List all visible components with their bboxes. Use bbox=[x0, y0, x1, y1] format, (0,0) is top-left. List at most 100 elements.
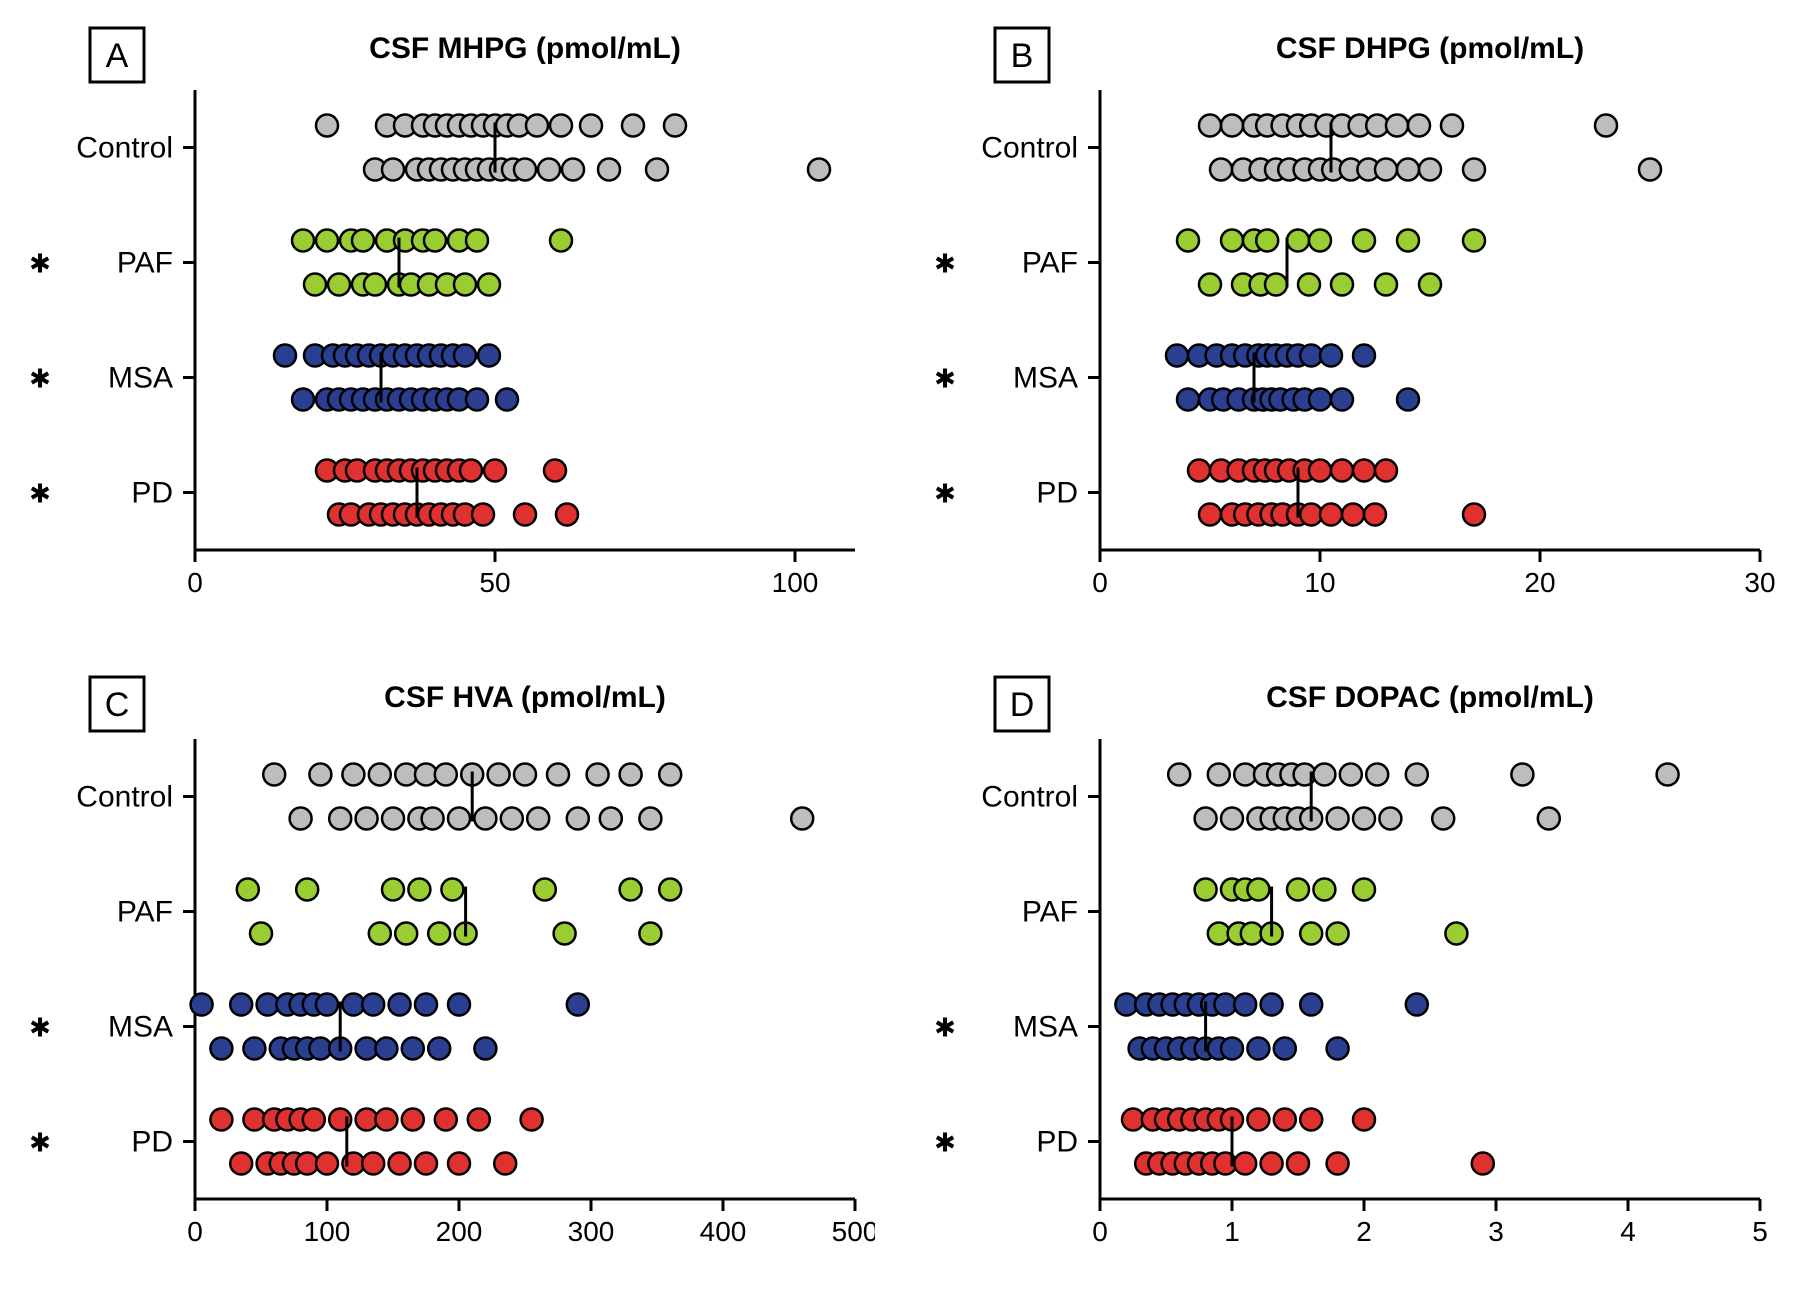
data-point bbox=[316, 994, 338, 1016]
data-point bbox=[567, 994, 589, 1016]
data-point bbox=[474, 808, 496, 830]
significance-marker: ✱ bbox=[934, 249, 956, 279]
data-point bbox=[454, 274, 476, 296]
x-tick-label: 400 bbox=[700, 1216, 747, 1247]
chart-svg: CSF DOPAC (pmol/mL)D012345ControlPAFMSA✱… bbox=[925, 669, 1780, 1278]
data-point bbox=[329, 808, 351, 830]
data-point bbox=[1366, 764, 1388, 786]
data-point bbox=[1166, 345, 1188, 367]
data-point bbox=[466, 230, 488, 252]
data-point bbox=[274, 345, 296, 367]
data-point bbox=[472, 504, 494, 526]
data-point bbox=[1331, 389, 1353, 411]
x-tick-label: 500 bbox=[832, 1216, 875, 1247]
data-point bbox=[1472, 1153, 1494, 1175]
significance-marker: ✱ bbox=[934, 364, 956, 394]
x-tick-label: 0 bbox=[1092, 567, 1108, 598]
data-point bbox=[1441, 115, 1463, 137]
data-point bbox=[1234, 994, 1256, 1016]
data-point bbox=[527, 808, 549, 830]
data-point bbox=[1313, 879, 1335, 901]
data-point bbox=[1406, 764, 1428, 786]
x-tick-label: 50 bbox=[479, 567, 510, 598]
data-point bbox=[1353, 460, 1375, 482]
data-point bbox=[1657, 764, 1679, 786]
group-label: PD bbox=[1036, 477, 1078, 510]
group-label: MSA bbox=[1013, 362, 1078, 395]
data-point bbox=[550, 115, 572, 137]
data-point bbox=[210, 1109, 232, 1131]
data-point bbox=[639, 923, 661, 945]
data-point bbox=[1300, 994, 1322, 1016]
data-point bbox=[1300, 923, 1322, 945]
data-point bbox=[1327, 1038, 1349, 1060]
data-point bbox=[1386, 115, 1408, 137]
data-point bbox=[1247, 1038, 1269, 1060]
data-point bbox=[1309, 460, 1331, 482]
data-point bbox=[1300, 1109, 1322, 1131]
chart-svg: CSF MHPG (pmol/mL)A050100ControlPAF✱MSA✱… bbox=[20, 20, 875, 629]
data-point bbox=[422, 808, 444, 830]
data-point bbox=[808, 159, 830, 181]
data-point bbox=[514, 764, 536, 786]
data-point bbox=[1397, 389, 1419, 411]
group-label: Control bbox=[981, 132, 1078, 165]
data-point bbox=[1287, 1153, 1309, 1175]
x-tick-label: 4 bbox=[1620, 1216, 1636, 1247]
data-point bbox=[415, 994, 437, 1016]
data-point bbox=[460, 460, 482, 482]
data-point bbox=[1199, 274, 1221, 296]
data-point bbox=[1406, 994, 1428, 1016]
data-point bbox=[598, 159, 620, 181]
data-point bbox=[468, 1109, 490, 1131]
x-tick-label: 1 bbox=[1224, 1216, 1240, 1247]
data-point bbox=[435, 1109, 457, 1131]
data-point bbox=[304, 274, 326, 296]
data-point bbox=[466, 389, 488, 411]
data-point bbox=[1340, 764, 1362, 786]
chart-title: CSF DHPG (pmol/mL) bbox=[1276, 32, 1584, 65]
data-point bbox=[580, 115, 602, 137]
data-point bbox=[210, 1038, 232, 1060]
data-point bbox=[448, 808, 470, 830]
chart-title: CSF DOPAC (pmol/mL) bbox=[1266, 681, 1594, 714]
panel-d: CSF DOPAC (pmol/mL)D012345ControlPAFMSA✱… bbox=[925, 669, 1780, 1278]
data-point bbox=[659, 764, 681, 786]
data-point bbox=[1331, 274, 1353, 296]
data-point bbox=[514, 159, 536, 181]
data-point bbox=[316, 115, 338, 137]
x-tick-label: 20 bbox=[1524, 567, 1555, 598]
panel-letter: D bbox=[1010, 686, 1035, 724]
data-point bbox=[1331, 460, 1353, 482]
data-point bbox=[1327, 808, 1349, 830]
data-point bbox=[1195, 808, 1217, 830]
data-point bbox=[230, 1153, 252, 1175]
x-tick-label: 3 bbox=[1488, 1216, 1504, 1247]
data-point bbox=[646, 159, 668, 181]
data-point bbox=[1445, 923, 1467, 945]
x-tick-label: 10 bbox=[1304, 567, 1335, 598]
data-point bbox=[1419, 274, 1441, 296]
data-point bbox=[547, 764, 569, 786]
data-point bbox=[382, 808, 404, 830]
data-point bbox=[474, 1038, 496, 1060]
data-point bbox=[1595, 115, 1617, 137]
data-point bbox=[230, 994, 252, 1016]
data-point bbox=[600, 808, 622, 830]
data-point bbox=[435, 764, 457, 786]
group-label: PD bbox=[131, 1126, 173, 1159]
data-point bbox=[342, 764, 364, 786]
group-label: PD bbox=[1036, 1126, 1078, 1159]
data-point bbox=[1261, 1153, 1283, 1175]
data-point bbox=[1511, 764, 1533, 786]
x-tick-label: 30 bbox=[1744, 567, 1775, 598]
figure-grid: CSF MHPG (pmol/mL)A050100ControlPAF✱MSA✱… bbox=[20, 20, 1780, 1278]
panel-letter: B bbox=[1011, 37, 1034, 75]
data-point bbox=[1353, 345, 1375, 367]
data-point bbox=[263, 764, 285, 786]
data-point bbox=[478, 274, 500, 296]
group-label: PAF bbox=[1022, 896, 1078, 929]
data-point bbox=[1463, 230, 1485, 252]
data-point bbox=[620, 764, 642, 786]
data-point bbox=[1353, 230, 1375, 252]
